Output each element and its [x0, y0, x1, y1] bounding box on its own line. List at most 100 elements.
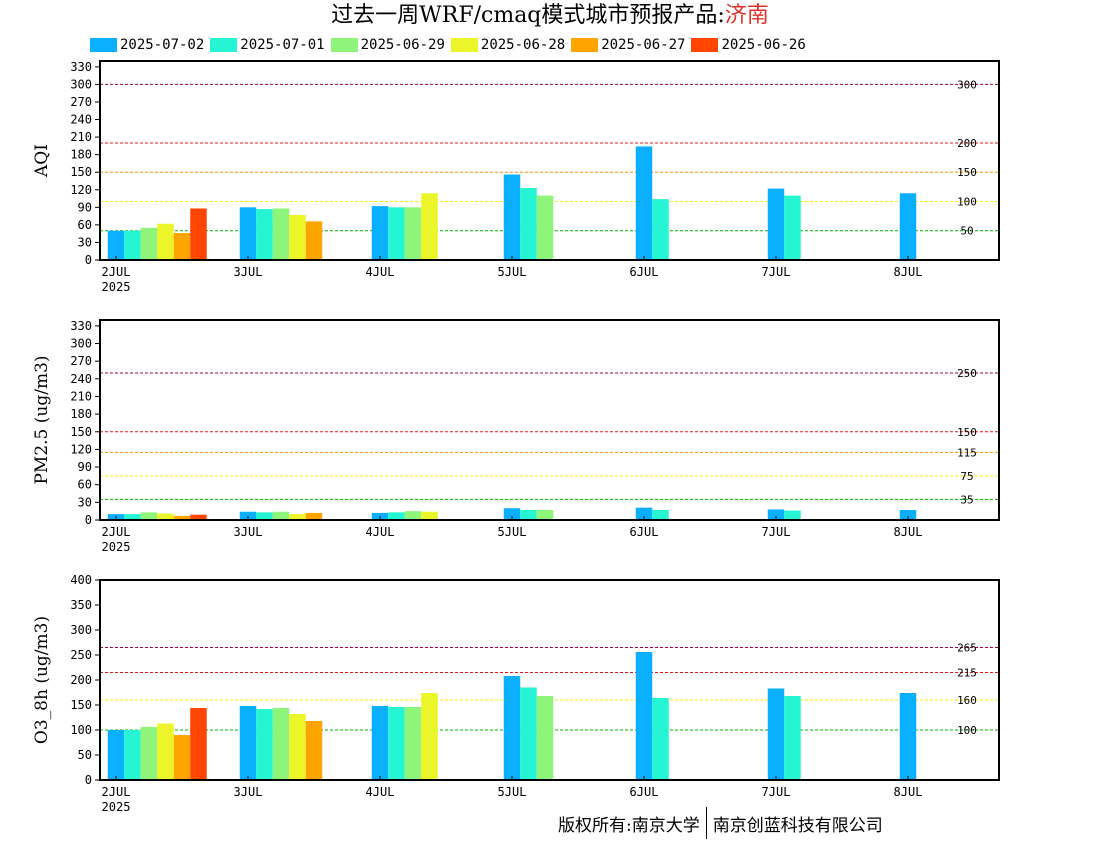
legend-label: 2025-06-28	[480, 37, 566, 53]
x-tick-label: 3JUL	[234, 265, 263, 279]
y-tick-label: 0	[85, 773, 92, 787]
bar-2025-07-02-8JUL	[899, 510, 917, 520]
threshold-label: 300	[957, 78, 977, 91]
legend-item-2025-07-02: 2025-07-02	[90, 35, 204, 55]
legend-label: 2025-06-26	[721, 37, 806, 53]
bar-2025-06-27-3JUL	[305, 721, 323, 780]
x-tick-label: 2JUL	[102, 785, 131, 799]
y-tick-label: 270	[70, 95, 92, 109]
bar-2025-07-01-5JUL	[520, 510, 537, 520]
bar-2025-06-28-2JUL	[157, 223, 174, 260]
bar-2025-07-01-6JUL	[652, 510, 669, 520]
x-tick-label: 6JUL	[630, 785, 659, 799]
footer-left-text: 版权所有:南京大学	[558, 815, 700, 836]
threshold-label: 100	[957, 195, 977, 208]
x-tick-label: 4JUL	[366, 265, 395, 279]
bar-2025-06-27-2JUL	[173, 735, 191, 780]
legend-swatch	[330, 38, 358, 52]
bar-2025-06-29-4JUL	[404, 511, 422, 520]
footer-copyright: 版权所有:南京大学 南京创蓝科技有限公司	[558, 806, 883, 840]
y-tick-label: 0	[85, 513, 92, 527]
bar-2025-07-01-4JUL	[388, 207, 405, 260]
legend-swatch	[210, 38, 238, 52]
bar-2025-06-29-4JUL	[404, 707, 422, 780]
x-tick-label: 2JUL	[102, 525, 131, 539]
bar-2025-07-01-6JUL	[652, 199, 669, 260]
y-tick-label: 200	[70, 673, 92, 687]
legend-label: 2025-07-02	[120, 37, 205, 53]
legend-item-2025-06-28: 2025-06-28	[450, 35, 566, 55]
y-tick-label: 300	[70, 623, 92, 637]
bar-2025-07-02-7JUL	[767, 688, 785, 780]
bar-2025-07-01-2JUL	[124, 730, 141, 780]
x-tick-label: 8JUL	[894, 785, 923, 799]
bar-2025-07-01-6JUL	[652, 698, 669, 780]
bar-2025-07-02-5JUL	[503, 676, 521, 780]
threshold-label: 215	[957, 667, 977, 680]
bar-2025-06-28-3JUL	[289, 214, 306, 260]
y-tick-label: 240	[70, 113, 92, 127]
y-tick-label: 300	[70, 337, 92, 351]
bar-2025-07-01-7JUL	[784, 696, 801, 780]
x-tick-label: 8JUL	[894, 265, 923, 279]
bar-2025-07-02-3JUL	[239, 706, 257, 780]
bar-2025-06-29-5JUL	[536, 510, 554, 520]
legend-label: 2025-07-01	[240, 37, 325, 53]
bar-2025-06-26-2JUL	[190, 514, 207, 520]
x-tick-label: 8JUL	[894, 525, 923, 539]
bar-2025-07-02-2JUL	[107, 230, 125, 260]
bar-2025-06-28-4JUL	[421, 511, 438, 520]
x-tick-label: 3JUL	[234, 525, 263, 539]
y-tick-label: 250	[70, 648, 92, 662]
bar-2025-06-29-3JUL	[272, 511, 290, 520]
threshold-label: 250	[957, 367, 977, 380]
y-tick-label: 60	[78, 478, 92, 492]
bar-2025-07-01-7JUL	[784, 195, 801, 260]
bar-2025-06-28-3JUL	[289, 514, 306, 520]
y-tick-label: 60	[78, 218, 92, 232]
plot-frame	[99, 319, 1000, 521]
y-tick-label: 350	[70, 598, 92, 612]
x-tick-label: 5JUL	[498, 785, 527, 799]
x-tick-label: 5JUL	[498, 525, 527, 539]
y-axis-label: PM2.5 (ug/m3)	[32, 355, 52, 484]
bar-2025-07-02-6JUL	[635, 652, 653, 780]
x-tick-label: 7JUL	[762, 525, 791, 539]
bar-2025-07-02-8JUL	[899, 193, 917, 260]
bar-2025-07-02-4JUL	[371, 206, 389, 260]
bar-2025-06-28-2JUL	[157, 513, 174, 520]
x-tick-label: 4JUL	[366, 785, 395, 799]
chart-title-city: 济南	[724, 3, 769, 28]
y-tick-label: 90	[78, 200, 92, 214]
footer-right-text: 南京创蓝科技有限公司	[712, 815, 883, 836]
bar-2025-06-28-4JUL	[421, 693, 438, 780]
bar-2025-06-28-2JUL	[157, 723, 174, 780]
bar-2025-07-02-6JUL	[635, 146, 653, 260]
y-tick-label: 180	[70, 407, 92, 421]
legend-label: 2025-06-27	[601, 37, 686, 53]
bar-2025-06-28-4JUL	[421, 193, 438, 260]
y-tick-label: 30	[78, 235, 92, 249]
threshold-label: 160	[957, 694, 977, 707]
legend-swatch	[450, 38, 478, 52]
y-tick-label: 150	[70, 698, 92, 712]
x-tick-label: 3JUL	[234, 785, 263, 799]
threshold-label: 100	[957, 724, 977, 737]
bar-2025-06-27-2JUL	[173, 233, 191, 260]
bar-2025-07-01-3JUL	[256, 512, 273, 520]
bar-2025-07-02-4JUL	[371, 706, 389, 780]
chart-panel-2: 250 150 115 75 35 0 30 60 90 120 150 180 210 240 270 30…	[32, 319, 1000, 554]
threshold-label: 75	[960, 470, 973, 483]
x-tick-label: 4JUL	[366, 525, 395, 539]
bar-2025-07-01-3JUL	[256, 209, 273, 260]
plot-frame	[99, 579, 1000, 781]
bar-2025-07-02-5JUL	[503, 508, 521, 520]
y-tick-label: 240	[70, 372, 92, 386]
chart-panel-1: 300 200 150 100 50 0 30 60 90 120 150 180 210 240 270 3…	[32, 60, 1000, 294]
y-tick-label: 180	[70, 148, 92, 162]
bar-2025-07-01-5JUL	[520, 687, 537, 780]
bar-2025-07-02-3JUL	[239, 511, 257, 520]
x-tick-sublabel: 2025	[102, 280, 131, 294]
threshold-label: 50	[960, 225, 973, 238]
threshold-label: 150	[957, 426, 977, 439]
